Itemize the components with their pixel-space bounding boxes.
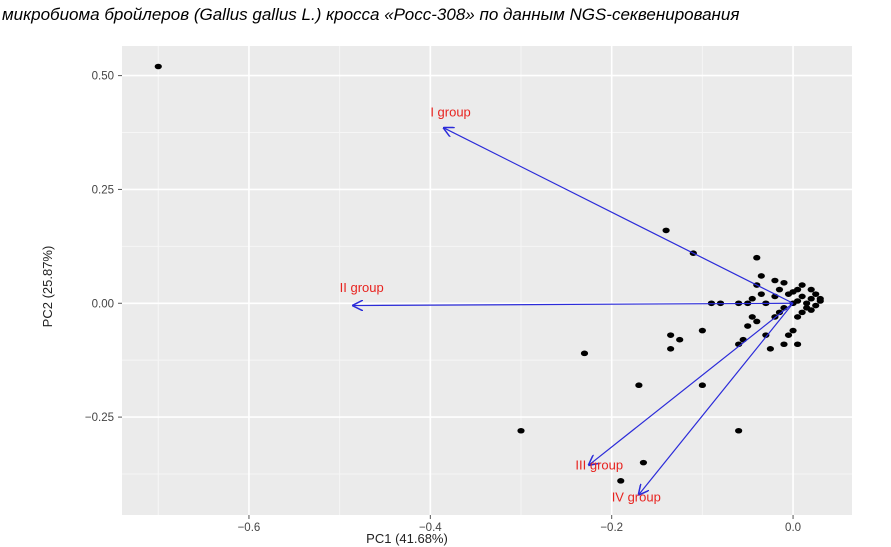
- arrow-label: III group: [575, 457, 623, 472]
- data-point: [793, 314, 802, 320]
- loading-arrow: [639, 302, 794, 494]
- data-point: [798, 293, 806, 300]
- data-point: [807, 307, 815, 313]
- data-point: [793, 341, 802, 348]
- data-point: [667, 332, 675, 338]
- data-point: [154, 63, 162, 70]
- y-tick-label: 0.25: [92, 184, 114, 196]
- figure-caption: микробиома бройлеров (Gallus gallus L.) …: [2, 5, 740, 24]
- data-point: [780, 279, 788, 286]
- data-point: [667, 346, 675, 352]
- loading-arrows: I group II group III group IV group: [340, 105, 794, 504]
- data-point: [757, 273, 765, 279]
- arrow-label: I group: [430, 105, 470, 120]
- data-point: [698, 382, 706, 389]
- arrow-label: IV group: [612, 489, 661, 504]
- data-point: [798, 309, 806, 316]
- y-tick-label: 0.50: [92, 71, 114, 83]
- data-point: [807, 286, 815, 293]
- x-tick-label: −0.4: [419, 522, 442, 534]
- data-point: [635, 382, 643, 389]
- data-point: [775, 286, 784, 293]
- data-point: [784, 332, 793, 338]
- x-tick-label: 0.0: [785, 522, 801, 534]
- y-tick-label: −0.25: [85, 412, 114, 424]
- x-tick-label: −0.6: [238, 522, 261, 534]
- x-axis-title: PC1 (41.68%): [366, 531, 448, 546]
- data-point: [676, 336, 684, 343]
- data-point: [816, 298, 824, 304]
- data-point: [771, 277, 779, 284]
- x-axis-ticks: −0.6 −0.4 −0.2 0.0: [238, 515, 801, 534]
- data-point: [698, 327, 706, 334]
- data-point: [739, 336, 747, 343]
- data-point: [662, 227, 670, 234]
- loading-arrow: [444, 128, 794, 304]
- data-point: [807, 295, 815, 302]
- data-point: [812, 302, 820, 309]
- y-axis-title: PC2 (25.87%): [40, 246, 55, 328]
- loading-arrow: [589, 302, 794, 465]
- data-point: [789, 327, 797, 334]
- data-point: [789, 289, 797, 295]
- data-point: [617, 478, 625, 484]
- data-point: [517, 427, 525, 434]
- y-axis-ticks: 0.50 0.25 0.00 −0.25: [85, 71, 122, 424]
- data-point: [753, 254, 761, 261]
- arrow-label: II group: [340, 280, 384, 295]
- data-point: [780, 341, 788, 348]
- data-point: [775, 309, 784, 316]
- data-point: [803, 300, 811, 307]
- data-point: [798, 282, 806, 288]
- data-point: [793, 298, 802, 304]
- data-point: [757, 291, 765, 297]
- data-point: [753, 318, 761, 325]
- grid-minor: [122, 46, 852, 515]
- data-point: [762, 332, 770, 338]
- data-point: [580, 350, 589, 357]
- x-tick-label: −0.2: [600, 522, 623, 534]
- data-point: [639, 459, 648, 466]
- data-point: [748, 314, 756, 320]
- data-point: [735, 427, 743, 434]
- plot-panel: [122, 46, 852, 515]
- y-tick-label: 0.00: [92, 298, 114, 310]
- data-point: [766, 346, 774, 352]
- data-point: [812, 291, 820, 297]
- data-point: [748, 295, 756, 302]
- data-point: [744, 323, 752, 329]
- loading-arrow: [353, 303, 794, 305]
